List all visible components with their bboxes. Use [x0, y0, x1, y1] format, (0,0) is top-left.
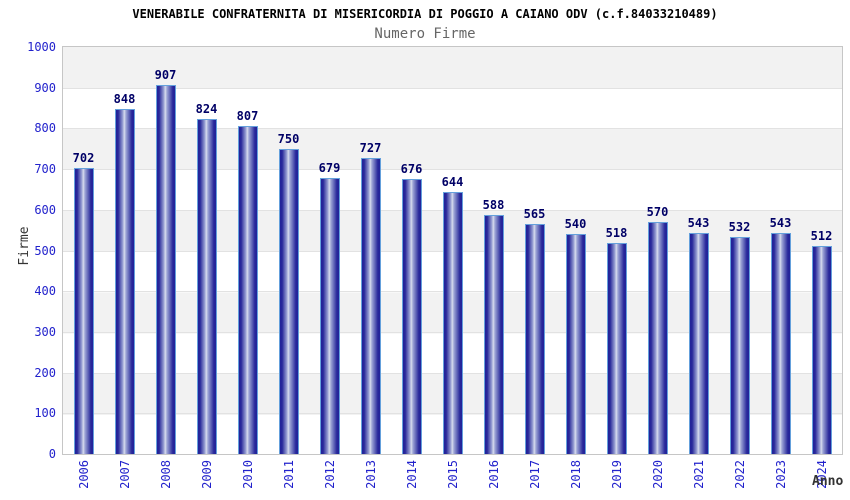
- x-tick-2010: 2010: [240, 460, 255, 489]
- x-tick-2009: 2009: [199, 460, 214, 489]
- bar-2008: [155, 84, 176, 454]
- chart-subtitle: Numero Firme: [374, 26, 476, 42]
- bar-value-2009: 824: [195, 101, 218, 116]
- bar-2023: [770, 233, 791, 454]
- chart-title: VENERABILE CONFRATERNITA DI MISERICORDIA…: [132, 7, 718, 21]
- bar-2016: [483, 214, 504, 454]
- y-tick-700: 700: [34, 162, 56, 177]
- bar-value-2024: 512: [810, 228, 833, 243]
- bar-2015: [442, 191, 463, 454]
- bar-value-2018: 540: [564, 217, 587, 232]
- bar-2022: [729, 237, 750, 454]
- x-tick-2021: 2021: [691, 460, 706, 489]
- y-tick-500: 500: [34, 243, 56, 258]
- bar-2020: [647, 222, 668, 454]
- x-tick-2023: 2023: [773, 460, 788, 489]
- y-tick-800: 800: [34, 121, 56, 136]
- x-tick-2006: 2006: [76, 460, 91, 489]
- y-tick-400: 400: [34, 284, 56, 299]
- x-tick-2007: 2007: [117, 460, 132, 489]
- x-tick-2017: 2017: [527, 460, 542, 489]
- bar-value-2013: 727: [359, 141, 382, 156]
- bar-value-2020: 570: [646, 205, 669, 220]
- bar-value-2014: 676: [400, 161, 423, 176]
- bar-2021: [688, 233, 709, 454]
- y-tick-0: 0: [48, 447, 56, 461]
- x-tick-2022: 2022: [732, 460, 747, 489]
- plot-area: 702 848 907 824 807 750 679 727 676 644 588 565 540 5…: [62, 46, 843, 455]
- bar-value-2011: 750: [277, 131, 300, 146]
- y-axis-title: Firme: [17, 226, 32, 266]
- y-tick-200: 200: [34, 365, 56, 380]
- bar-2010: [237, 125, 258, 454]
- y-tick-600: 600: [34, 202, 56, 217]
- x-tick-2014: 2014: [404, 460, 419, 489]
- bar-value-2016: 588: [482, 197, 505, 212]
- bar-2011: [278, 148, 299, 454]
- bar-2019: [606, 243, 627, 454]
- bar-2024: [811, 245, 832, 454]
- x-tick-2016: 2016: [486, 460, 501, 489]
- x-tick-2015: 2015: [445, 460, 460, 489]
- bar-value-2021: 543: [687, 216, 710, 230]
- x-tick-2008: 2008: [158, 460, 173, 489]
- bar-value-2006: 702: [72, 151, 95, 166]
- x-tick-2019: 2019: [609, 460, 624, 489]
- bar-2017: [524, 224, 545, 454]
- x-tick-2012: 2012: [322, 460, 337, 489]
- bar-2009: [196, 118, 217, 454]
- bar-2014: [401, 178, 422, 454]
- x-tick-2018: 2018: [568, 460, 583, 489]
- x-axis-title: Anno: [812, 474, 844, 489]
- y-tick-100: 100: [34, 406, 56, 421]
- bar-2013: [360, 158, 381, 454]
- gridline-800: [63, 128, 842, 130]
- bar-2007: [114, 108, 135, 454]
- bar-value-2017: 565: [523, 207, 546, 222]
- gridline-700: [63, 169, 842, 171]
- bar-value-2012: 679: [318, 160, 341, 175]
- bar-value-2023: 543: [769, 216, 792, 230]
- bar-value-2015: 644: [441, 174, 464, 189]
- bar-2006: [73, 168, 94, 454]
- bar-value-2022: 532: [728, 220, 751, 235]
- bar-value-2010: 807: [236, 108, 259, 123]
- x-tick-2020: 2020: [650, 460, 665, 489]
- bar-2018: [565, 234, 586, 454]
- y-tick-900: 900: [34, 80, 56, 95]
- bar-value-2019: 518: [605, 226, 628, 241]
- y-tick-1000: 1000: [27, 40, 56, 54]
- x-tick-2013: 2013: [363, 460, 378, 489]
- x-tick-2011: 2011: [281, 460, 296, 489]
- bar-value-2008: 907: [154, 67, 177, 82]
- y-tick-300: 300: [34, 324, 56, 339]
- bar-value-2007: 848: [113, 91, 136, 106]
- bar-2012: [319, 177, 340, 454]
- gridline-900: [63, 87, 842, 89]
